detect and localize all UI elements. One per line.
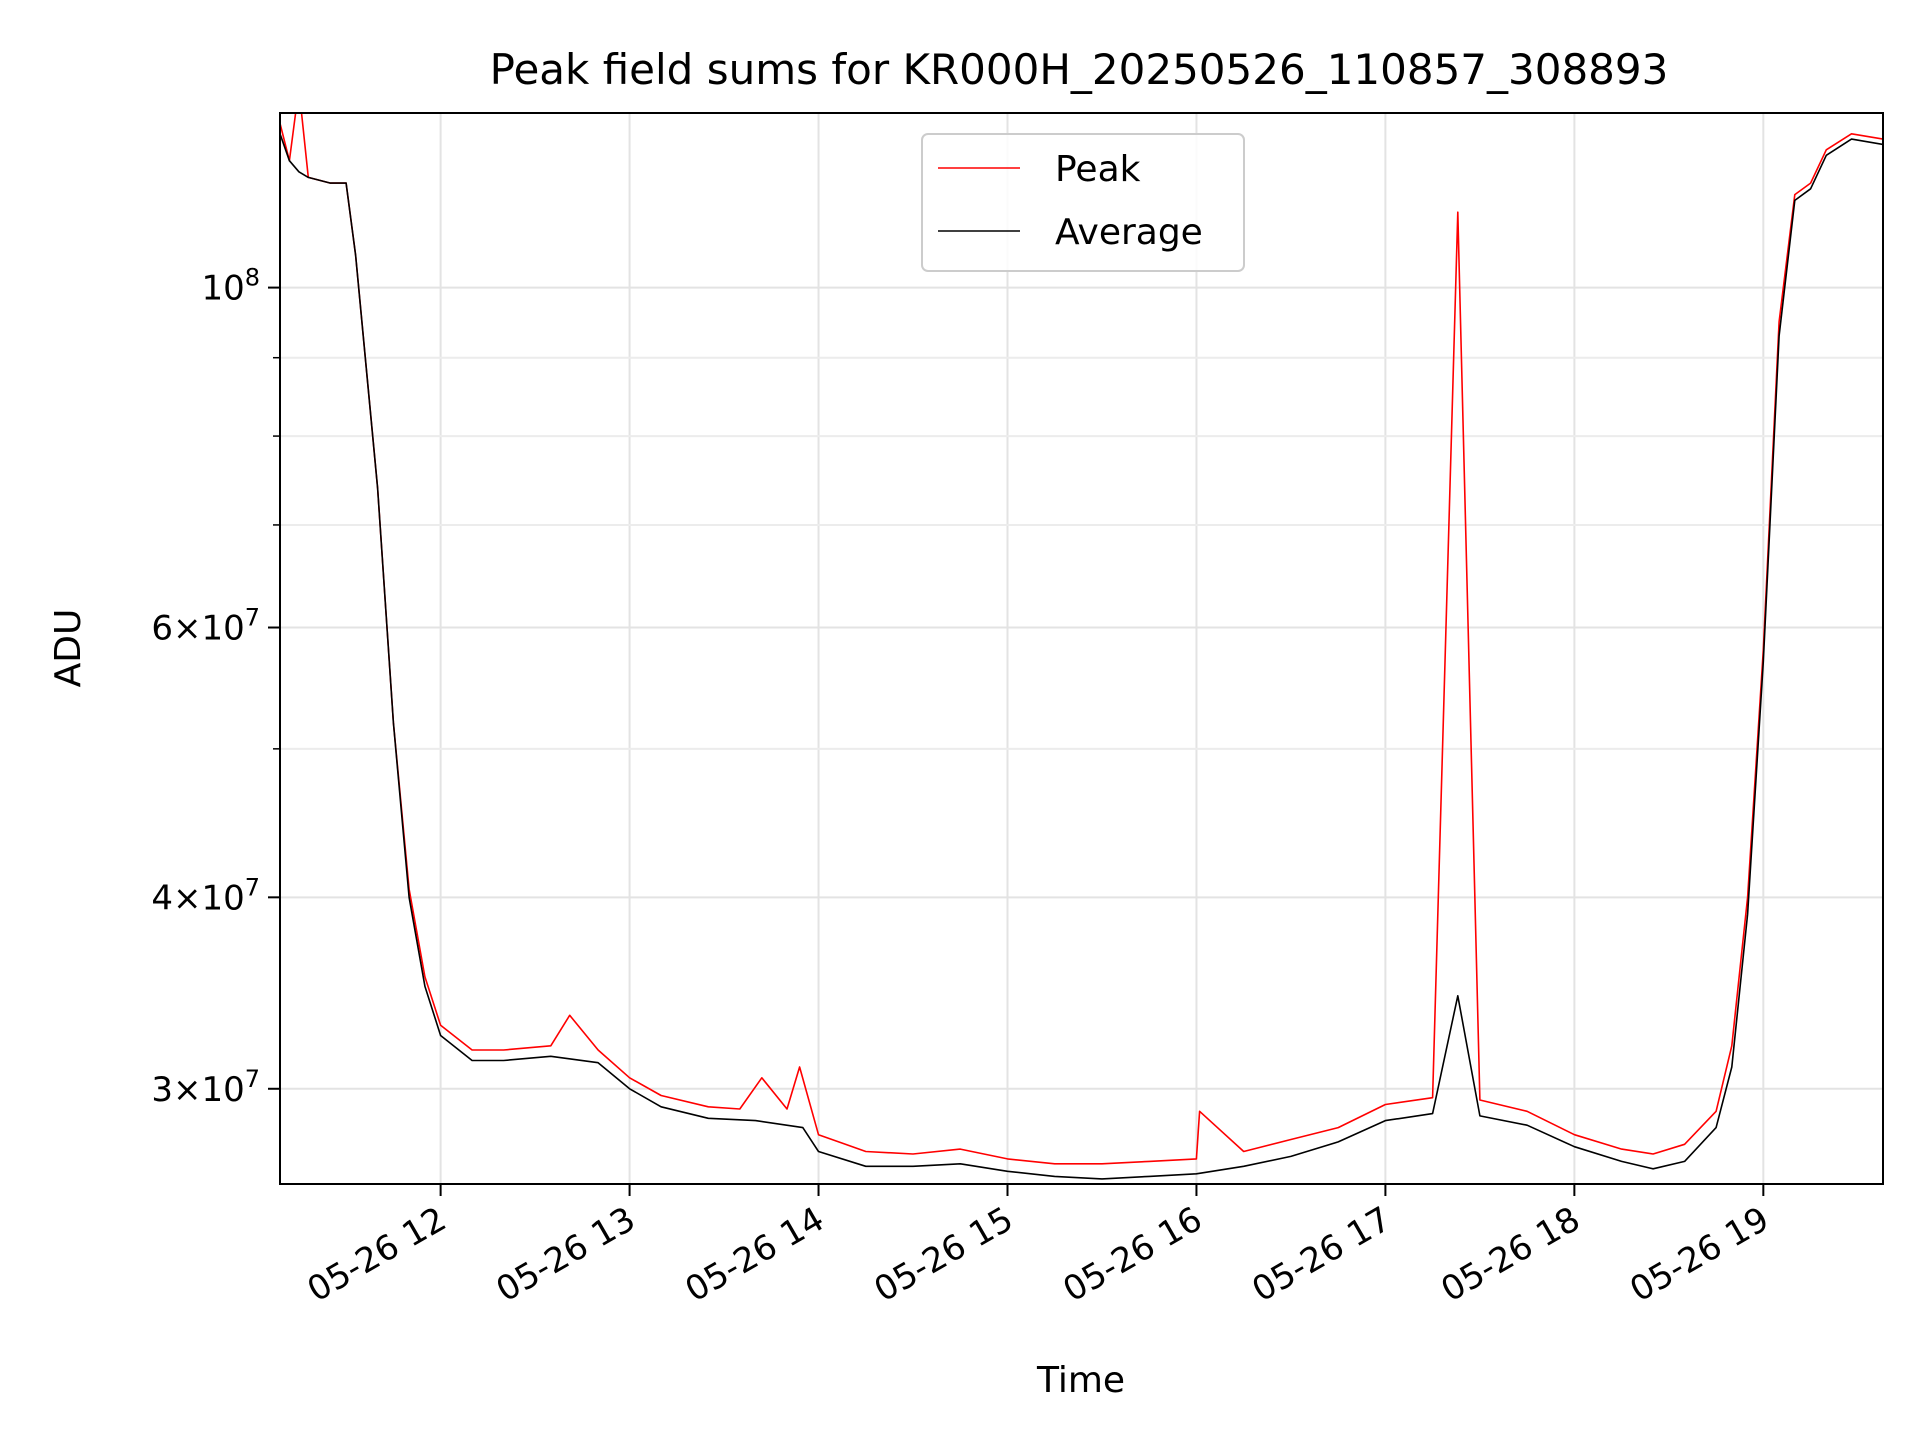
legend: Peak Average — [921, 133, 1245, 272]
y-tick-label: 108 — [201, 264, 260, 309]
legend-label-average: Average — [1055, 212, 1203, 253]
series-line-peak — [280, 113, 1883, 1165]
y-axis-title: ADU — [48, 609, 89, 688]
y-tick-label: 4×107 — [151, 873, 260, 918]
y-tick-label: 6×107 — [151, 604, 260, 649]
plot-frame — [279, 112, 1884, 1185]
series-line-average — [280, 133, 1883, 1180]
chart-title: Peak field sums for KR000H_20250526_1108… — [490, 45, 1669, 94]
x-axis-title: Time — [1036, 1360, 1125, 1401]
y-tick-label: 3×107 — [151, 1065, 260, 1110]
legend-label-peak: Peak — [1055, 149, 1141, 190]
series-lines — [280, 113, 1883, 1180]
y-axis-ticks: 108 6×107 4×107 3×107 — [151, 264, 280, 1110]
grid-lines — [280, 113, 1883, 1184]
